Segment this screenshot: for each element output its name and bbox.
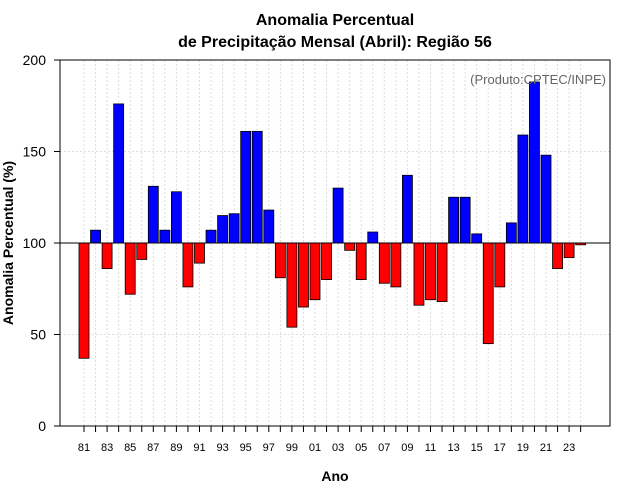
bar-2009 bbox=[401, 174, 413, 244]
x-tick-label: 11 bbox=[425, 442, 436, 454]
bar-1984 bbox=[113, 103, 125, 244]
x-tick-label: 97 bbox=[263, 442, 275, 454]
bar-1985 bbox=[124, 242, 136, 295]
bar-1990 bbox=[182, 242, 194, 288]
bar-2013 bbox=[448, 196, 460, 244]
y-tick-label: 50 bbox=[30, 327, 46, 343]
bar-1996 bbox=[251, 130, 263, 244]
x-tick-label: 19 bbox=[517, 442, 529, 454]
bar-1988 bbox=[159, 229, 171, 244]
x-tick-label: 09 bbox=[401, 442, 413, 454]
y-tick-label: 200 bbox=[23, 52, 47, 68]
bar-1983 bbox=[101, 242, 113, 270]
chart-title-line2: de Precipitação Mensal (Abril): Região 5… bbox=[178, 34, 492, 51]
bar-2004 bbox=[344, 242, 356, 251]
x-tick-label: 15 bbox=[471, 442, 483, 454]
bar-1991 bbox=[194, 242, 205, 264]
x-tick-label: 85 bbox=[124, 442, 136, 454]
bar-1987 bbox=[147, 185, 159, 244]
bar-2011 bbox=[425, 242, 436, 301]
x-tick-label: 17 bbox=[494, 442, 506, 454]
bar-1992 bbox=[205, 229, 217, 244]
bar-1995 bbox=[240, 130, 252, 244]
bar-1999 bbox=[286, 242, 298, 328]
bar-2014 bbox=[459, 196, 471, 244]
bar-2022 bbox=[552, 242, 563, 270]
x-tick-label: 13 bbox=[447, 442, 459, 454]
grid bbox=[60, 59, 610, 427]
bar-1994 bbox=[228, 213, 240, 244]
bar-2000 bbox=[298, 242, 309, 308]
y-axis: 0 50 100 150 200 bbox=[23, 52, 60, 434]
chart-title-line1: Anomalia Percentual bbox=[256, 12, 414, 29]
bar-2012 bbox=[436, 242, 448, 302]
x-tick-label: 03 bbox=[332, 442, 344, 454]
bar-2018 bbox=[505, 222, 517, 244]
y-tick-label: 100 bbox=[23, 235, 47, 251]
x-tick-label: 23 bbox=[563, 442, 575, 454]
x-tick-label: 99 bbox=[286, 442, 298, 454]
bar-2016 bbox=[482, 242, 494, 345]
bar-2017 bbox=[494, 242, 506, 288]
bar-2007 bbox=[378, 242, 390, 284]
bars bbox=[78, 81, 587, 359]
bar-1998 bbox=[274, 242, 286, 279]
x-tick-label: 21 bbox=[540, 442, 552, 454]
y-tick-label: 150 bbox=[23, 144, 47, 160]
bar-1993 bbox=[217, 215, 229, 244]
x-tick-label: 01 bbox=[309, 442, 321, 454]
bar-2008 bbox=[390, 242, 402, 288]
bar-2023 bbox=[563, 242, 575, 259]
x-tick-label: 05 bbox=[355, 442, 367, 454]
credit-label: (Produto:CPTEC/INPE) bbox=[470, 72, 606, 87]
y-tick-label: 0 bbox=[38, 418, 46, 434]
x-tick-label: 93 bbox=[216, 442, 228, 454]
x-axis: 81 83 85 87 89 91 93 95 97 99 01 03 05 07 09 11 13 15 17 19… bbox=[78, 426, 582, 454]
bar-1981 bbox=[78, 242, 90, 359]
bar-2006 bbox=[367, 231, 379, 244]
x-tick-label: 81 bbox=[78, 442, 90, 454]
bar-2015 bbox=[471, 233, 483, 244]
bar-2003 bbox=[332, 187, 344, 244]
bar-2005 bbox=[355, 242, 367, 280]
bar-2019 bbox=[517, 134, 529, 244]
x-tick-label: 95 bbox=[240, 442, 252, 454]
x-tick-label: 87 bbox=[147, 442, 159, 454]
bar-2021 bbox=[540, 154, 552, 244]
x-tick-label: 83 bbox=[101, 442, 113, 454]
x-axis-label: Ano bbox=[321, 468, 348, 484]
bar-2001 bbox=[309, 242, 321, 301]
x-tick-label: 89 bbox=[170, 442, 182, 454]
y-axis-label: Anomalia Percentual (%) bbox=[0, 161, 16, 325]
bar-2020 bbox=[529, 81, 540, 244]
bar-2010 bbox=[413, 242, 425, 306]
bar-1989 bbox=[170, 191, 182, 244]
bar-1997 bbox=[263, 209, 275, 244]
bar-1982 bbox=[90, 229, 101, 244]
bar-2002 bbox=[321, 242, 332, 280]
bar-1986 bbox=[136, 242, 148, 260]
x-tick-label: 91 bbox=[193, 442, 205, 454]
x-tick-label: 07 bbox=[378, 442, 390, 454]
